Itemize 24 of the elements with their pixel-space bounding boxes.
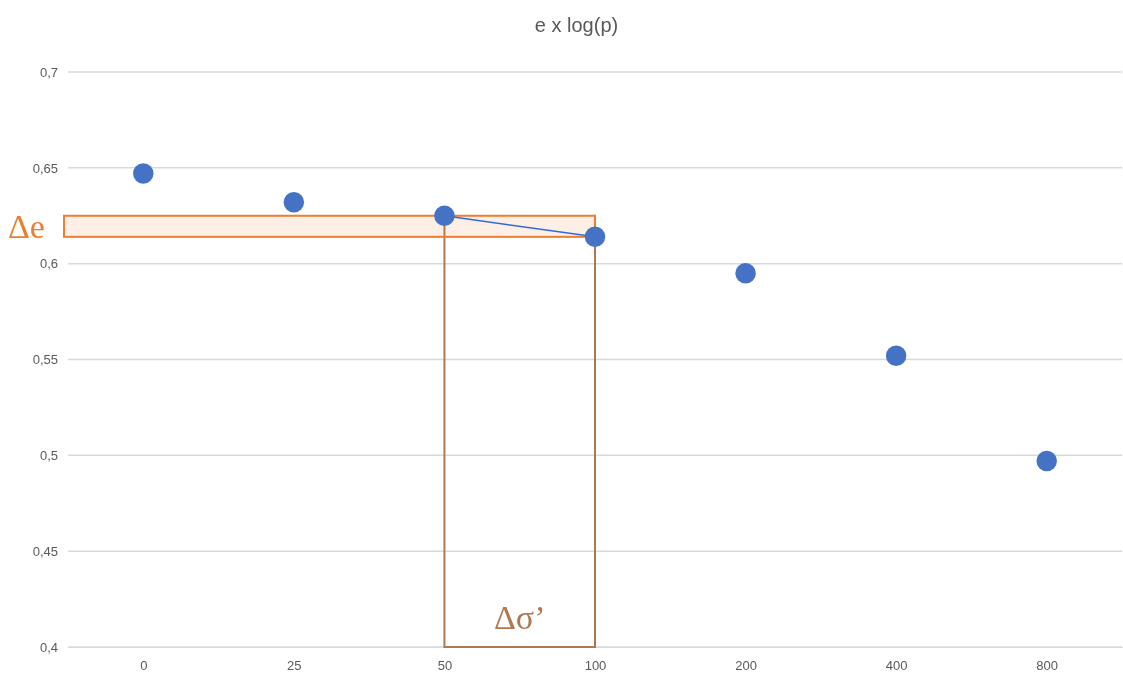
x-tick-label: 50 — [437, 658, 453, 674]
x-tick-label: 100 — [584, 658, 607, 674]
point — [434, 205, 455, 226]
y-tick-label: 0,5 — [39, 447, 58, 463]
x-tick-label: 200 — [735, 658, 757, 674]
point — [885, 345, 907, 366]
point — [283, 192, 305, 213]
y-tick-label: 0,7 — [39, 64, 58, 80]
y-tick-label: 0,6 — [39, 256, 58, 272]
point — [133, 163, 154, 184]
x-tick-label: 800 — [1036, 658, 1059, 674]
y-tick-label: 0,55 — [32, 352, 58, 368]
point — [1036, 450, 1057, 472]
x-tick-label: 0 — [140, 658, 148, 674]
x-tick-label: 400 — [885, 658, 908, 674]
point — [584, 226, 606, 248]
x-tick-label: 25 — [287, 658, 302, 674]
y-tick-label: 0,45 — [32, 543, 58, 559]
y-tick-label: 0,65 — [32, 160, 58, 176]
band-label: Δe — [8, 208, 45, 246]
chart-title: e x log(p) — [534, 14, 619, 36]
y-tick-label: 0,4 — [39, 639, 58, 655]
point — [735, 263, 756, 284]
annotation: Δσ’ — [493, 599, 546, 636]
